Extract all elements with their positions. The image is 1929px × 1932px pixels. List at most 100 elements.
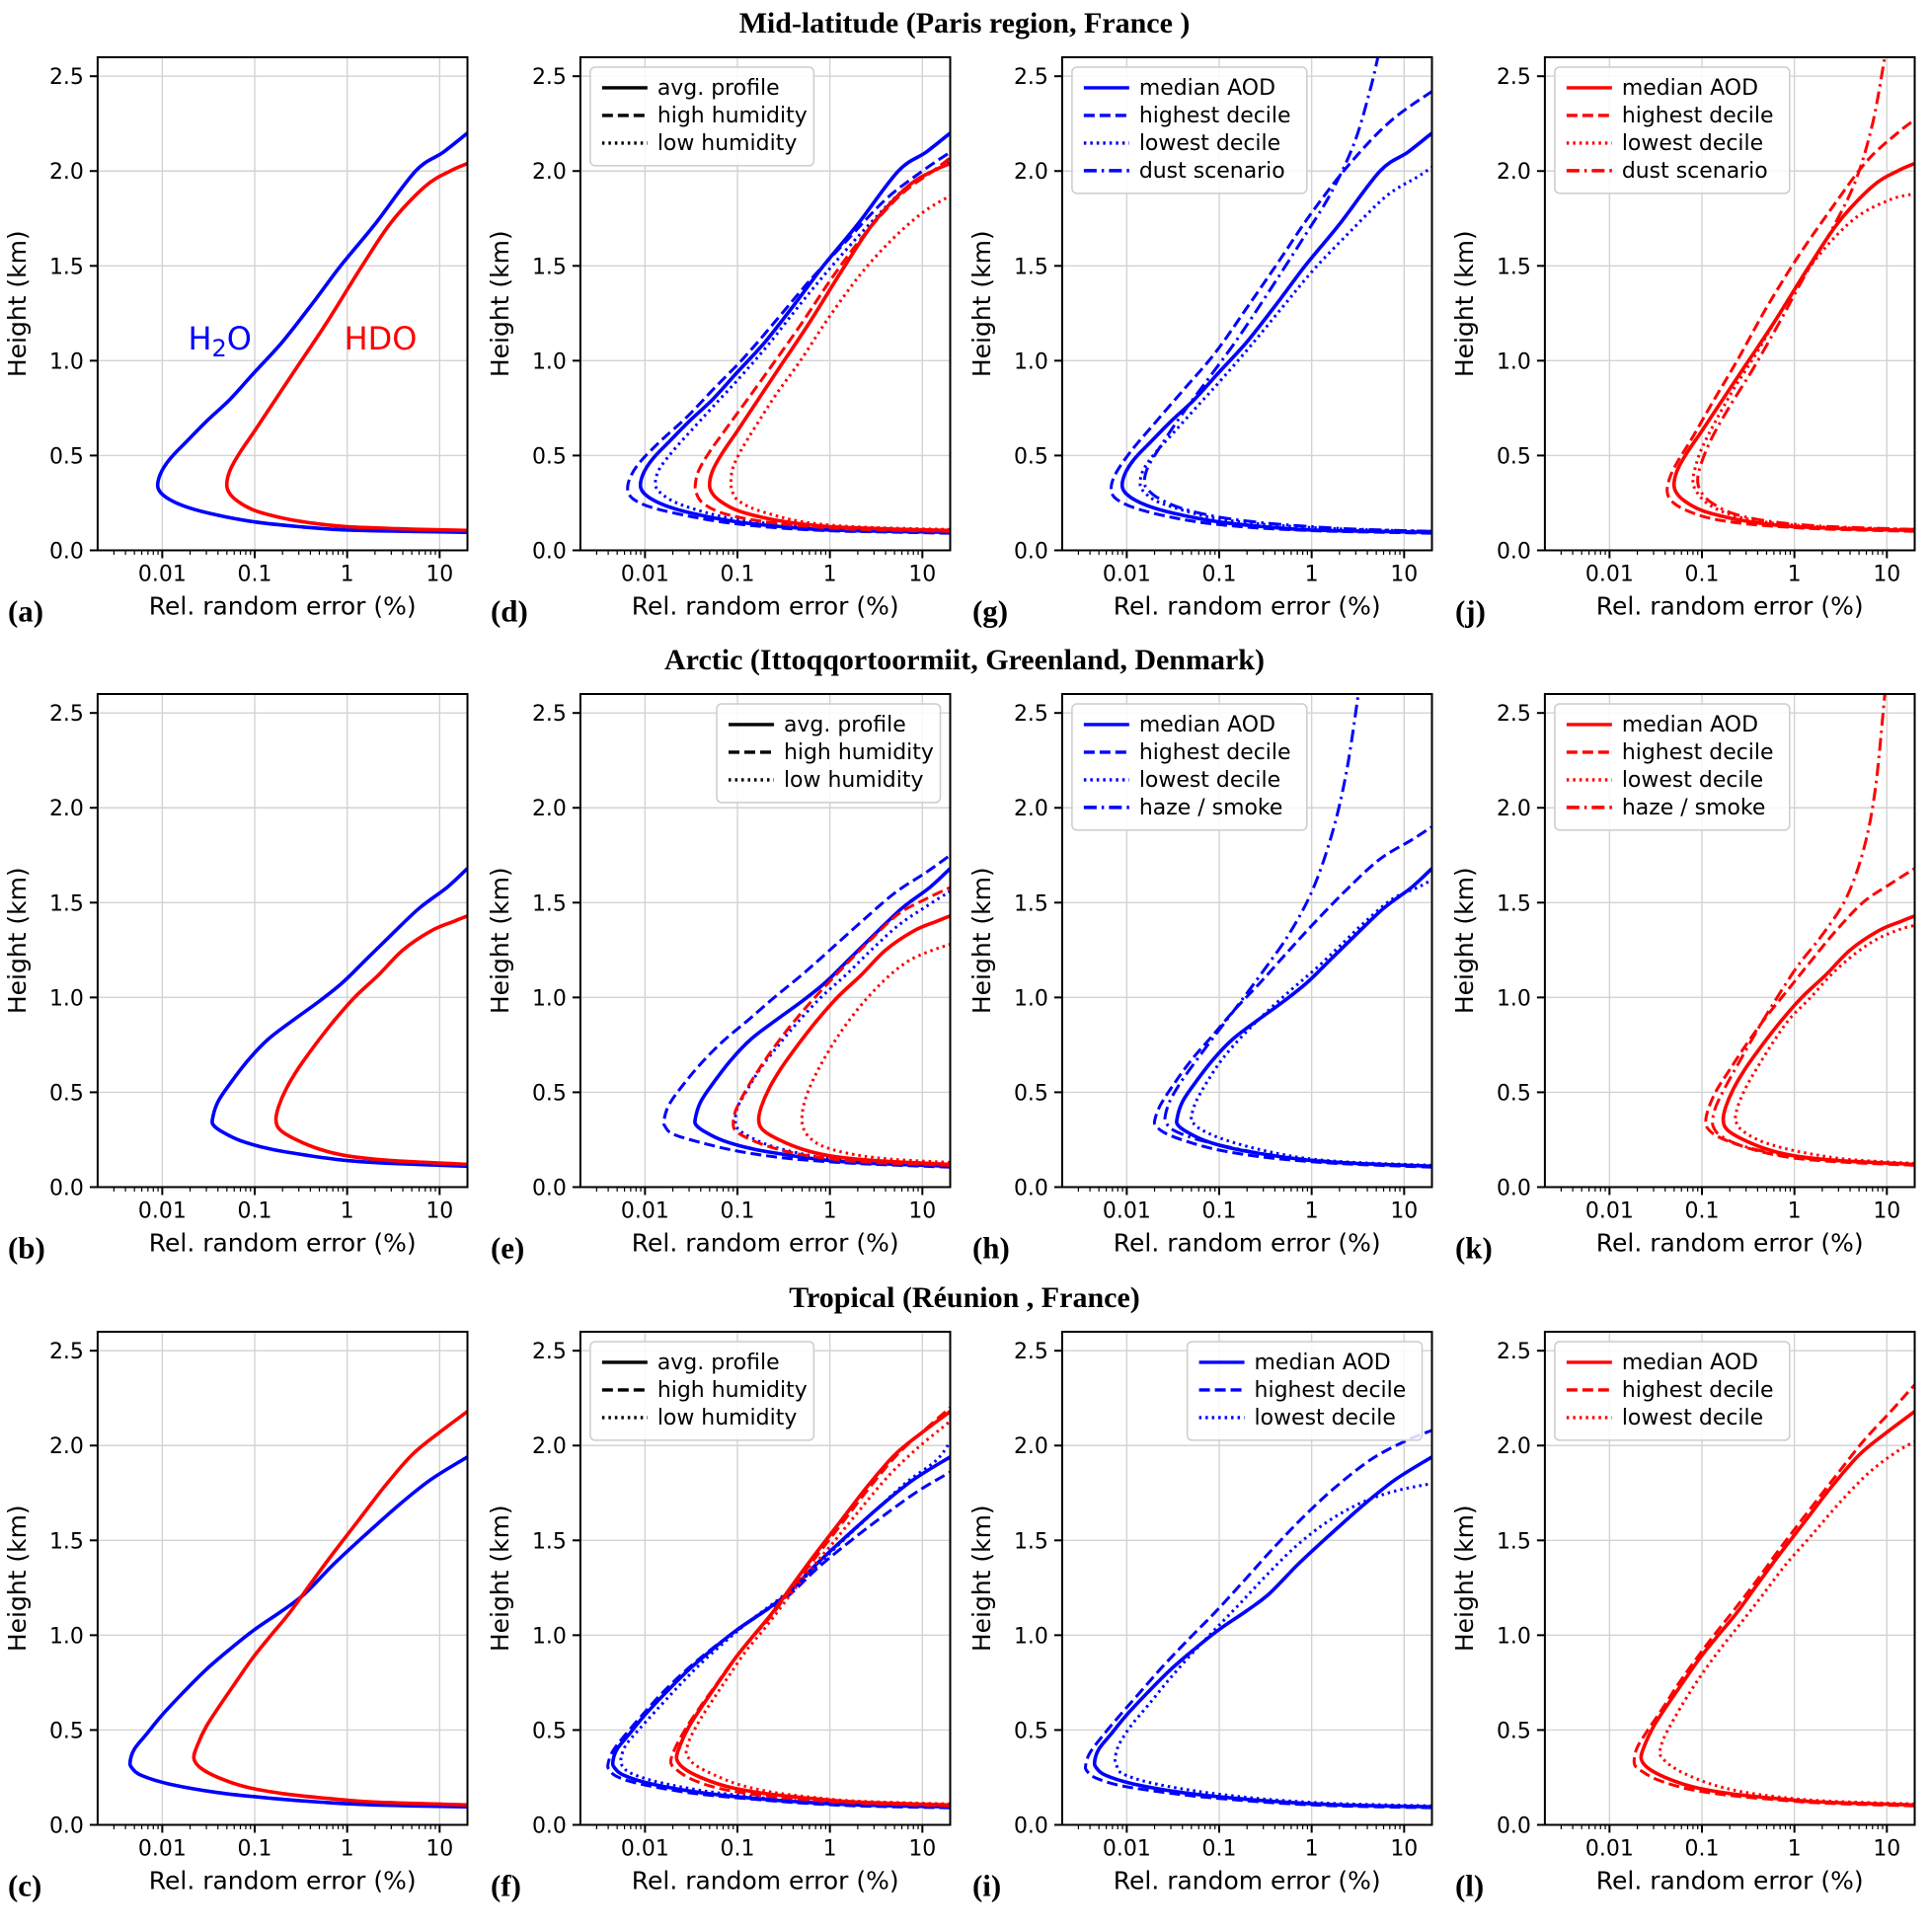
svg-text:0.01: 0.01 bbox=[138, 562, 187, 586]
svg-text:2.0: 2.0 bbox=[1496, 1434, 1530, 1459]
tick-labels: 0.01 0.1 1 10 0.0 0.5 1.0 1.5 2.0 2.5 bbox=[1014, 703, 1418, 1224]
row-title-midlatitude: Mid-latitude (Paris region, France ) bbox=[738, 7, 1191, 39]
legend-box bbox=[1071, 66, 1308, 194]
svg-text:0.1: 0.1 bbox=[720, 562, 754, 586]
curve-tro_hdo_aodhigh-dashed bbox=[1632, 1383, 1915, 1808]
svg-text:0.5: 0.5 bbox=[49, 1082, 84, 1107]
svg-text:1.5: 1.5 bbox=[49, 1529, 84, 1554]
curve-arc_h2o_haze-dashdot bbox=[1163, 694, 1432, 1169]
panel-letter: (c) bbox=[8, 1868, 41, 1902]
curves bbox=[625, 131, 951, 535]
svg-text:1.0: 1.0 bbox=[531, 987, 566, 1012]
svg-text:0.5: 0.5 bbox=[1014, 444, 1048, 469]
legend-label: low humidity bbox=[656, 131, 797, 156]
svg-text:0.1: 0.1 bbox=[238, 562, 272, 586]
curve-tro_hdo_highhum-dashed bbox=[668, 1406, 951, 1808]
panel-k: 0.01 0.1 1 10 0.0 0.5 1.0 1.5 2.0 2.5 Rel. random … bbox=[1446, 682, 1929, 1275]
curves bbox=[605, 1406, 951, 1810]
curve-arc_hdo-solid bbox=[1721, 914, 1915, 1167]
svg-text:10: 10 bbox=[425, 562, 453, 586]
svg-text:10: 10 bbox=[425, 1199, 453, 1224]
curves bbox=[1703, 694, 1915, 1168]
svg-text:2.0: 2.0 bbox=[531, 798, 566, 822]
legend-box bbox=[715, 703, 941, 804]
svg-text:1.0: 1.0 bbox=[1014, 987, 1048, 1012]
svg-text:0.0: 0.0 bbox=[49, 1177, 84, 1201]
svg-text:1: 1 bbox=[1305, 1836, 1319, 1861]
svg-text:2.5: 2.5 bbox=[1496, 1340, 1530, 1364]
curve-annotation: HDO bbox=[345, 320, 418, 357]
svg-text:2.5: 2.5 bbox=[1014, 65, 1048, 90]
svg-text:0.1: 0.1 bbox=[238, 1199, 272, 1224]
panel-letter: (k) bbox=[1454, 1231, 1492, 1266]
panel-letter: (b) bbox=[8, 1231, 45, 1266]
curve-mid_hdo_aodhigh-dashed bbox=[1664, 118, 1915, 533]
svg-text:0.1: 0.1 bbox=[1202, 1836, 1237, 1861]
curve-arc_hdo_haze-dashdot bbox=[1710, 694, 1915, 1167]
svg-text:1.5: 1.5 bbox=[531, 1529, 566, 1554]
curve-mid_h2o_dust-dashdot bbox=[1142, 56, 1432, 533]
svg-text:1.5: 1.5 bbox=[1496, 1529, 1530, 1554]
legend-label: lowest decile bbox=[1621, 768, 1762, 793]
ticks bbox=[1536, 1349, 1888, 1833]
legend-label: low humidity bbox=[656, 1406, 797, 1430]
y-axis-label: Height (km) bbox=[1449, 868, 1478, 1015]
svg-text:1: 1 bbox=[341, 562, 354, 586]
svg-text:0.0: 0.0 bbox=[49, 1814, 84, 1838]
legend-label: avg. profile bbox=[656, 76, 779, 101]
curve-arc_h2o-solid bbox=[692, 867, 951, 1169]
panel-row-1: 0.01 0.1 1 10 0.0 0.5 1.0 1.5 2.0 2.5 Rel. random … bbox=[0, 682, 1929, 1275]
svg-text:0.5: 0.5 bbox=[1496, 1719, 1530, 1743]
legend-label: lowest decile bbox=[1139, 768, 1280, 793]
curve-arc_hdo_highhum-dashed bbox=[731, 886, 951, 1168]
gridlines bbox=[97, 694, 468, 1188]
legend-label: high humidity bbox=[656, 104, 807, 128]
row-tropical: Tropical (Réunion , France) 0.01 0.1 1 10 0.… bbox=[0, 1275, 1929, 1912]
curve-tro_hdo-solid bbox=[1639, 1410, 1915, 1807]
svg-text:10: 10 bbox=[1390, 1836, 1418, 1861]
ticks bbox=[572, 75, 923, 559]
legend-label: highest decile bbox=[1621, 740, 1773, 765]
svg-text:0.01: 0.01 bbox=[1584, 1836, 1633, 1861]
svg-text:2.5: 2.5 bbox=[49, 1340, 84, 1364]
svg-text:0.5: 0.5 bbox=[1496, 1082, 1530, 1107]
panel-letter: (e) bbox=[490, 1231, 523, 1266]
curve-arc_h2o-solid bbox=[1175, 867, 1432, 1169]
svg-text:0.5: 0.5 bbox=[531, 444, 566, 469]
legend-label: median AOD bbox=[1621, 76, 1757, 101]
svg-text:2.5: 2.5 bbox=[49, 703, 84, 728]
panel-f: 0.01 0.1 1 10 0.0 0.5 1.0 1.5 2.0 2.5 Rel. random … bbox=[482, 1319, 964, 1912]
x-axis-label: Rel. random error (%) bbox=[149, 591, 417, 620]
ticks bbox=[89, 1349, 441, 1833]
x-axis-label: Rel. random error (%) bbox=[1595, 1229, 1863, 1258]
svg-text:1: 1 bbox=[341, 1199, 354, 1224]
svg-text:2.5: 2.5 bbox=[531, 703, 566, 728]
curve-mid_hdo_lowhum-dotted bbox=[729, 193, 951, 531]
svg-text:1: 1 bbox=[341, 1836, 354, 1861]
svg-text:0.01: 0.01 bbox=[1584, 1199, 1633, 1224]
svg-text:0.5: 0.5 bbox=[531, 1719, 566, 1743]
svg-text:0.01: 0.01 bbox=[1103, 1199, 1151, 1224]
curve-arc_hdo-solid bbox=[756, 914, 951, 1167]
x-axis-label: Rel. random error (%) bbox=[149, 1229, 417, 1258]
svg-text:1.0: 1.0 bbox=[49, 1624, 84, 1649]
svg-text:1: 1 bbox=[1787, 1836, 1801, 1861]
legend: avg. profile high humidity low humidity bbox=[715, 703, 941, 804]
x-axis-label: Rel. random error (%) bbox=[1595, 1866, 1863, 1894]
svg-text:1: 1 bbox=[1787, 562, 1801, 586]
svg-text:0.0: 0.0 bbox=[531, 1177, 566, 1201]
row-arctic: Arctic (Ittoqqortoormiit, Greenland, Den… bbox=[0, 637, 1929, 1275]
legend-box bbox=[1186, 1340, 1424, 1441]
svg-text:0.5: 0.5 bbox=[531, 1082, 566, 1107]
y-axis-label: Height (km) bbox=[3, 230, 32, 377]
panel-g: 0.01 0.1 1 10 0.0 0.5 1.0 1.5 2.0 2.5 Rel. random … bbox=[964, 45, 1447, 638]
svg-text:0.0: 0.0 bbox=[49, 539, 84, 564]
legend: median AOD highest decile lowest decile bbox=[1186, 1340, 1424, 1441]
svg-text:0.0: 0.0 bbox=[1496, 1814, 1530, 1838]
svg-text:10: 10 bbox=[1873, 1199, 1900, 1224]
legend-label: lowest decile bbox=[1255, 1406, 1396, 1430]
y-axis-label: Height (km) bbox=[967, 868, 996, 1015]
y-axis-label: Height (km) bbox=[1449, 230, 1478, 377]
legend-label: highest decile bbox=[1255, 1378, 1407, 1403]
